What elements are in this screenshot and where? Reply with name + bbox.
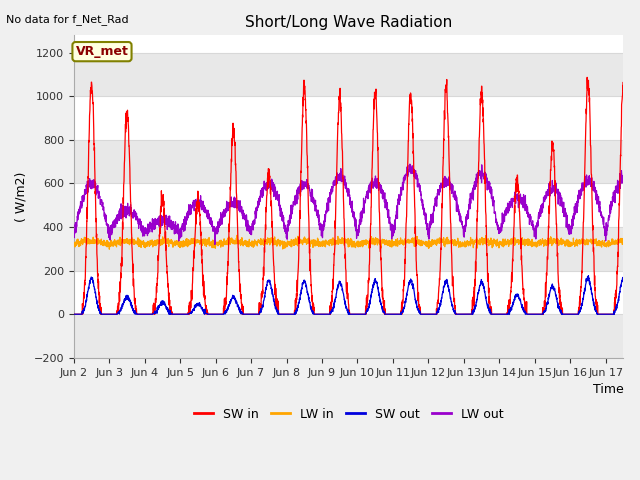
SW in	[620, 81, 627, 87]
X-axis label: Time: Time	[593, 383, 623, 396]
SW out	[550, 284, 557, 290]
SW in	[281, 312, 289, 317]
LW in	[106, 246, 113, 252]
SW out	[70, 312, 77, 317]
Legend: SW in, LW in, SW out, LW out: SW in, LW in, SW out, LW out	[189, 403, 508, 426]
LW out	[211, 241, 219, 247]
Line: SW in: SW in	[74, 77, 623, 314]
LW out	[550, 183, 557, 189]
LW in	[620, 237, 627, 243]
SW in	[583, 74, 591, 80]
SW in	[609, 312, 617, 317]
SW out	[305, 291, 312, 297]
SW in	[132, 307, 140, 312]
LW in	[133, 240, 141, 246]
Line: LW in: LW in	[74, 235, 623, 249]
LW in	[233, 232, 241, 238]
LW in	[165, 239, 173, 245]
Y-axis label: ( W/m2): ( W/m2)	[15, 171, 28, 222]
SW out	[165, 308, 173, 314]
LW out	[70, 228, 77, 234]
LW out	[132, 210, 140, 216]
LW out	[609, 195, 617, 201]
LW in	[305, 235, 312, 241]
SW in	[70, 312, 77, 317]
Line: SW out: SW out	[74, 276, 623, 314]
Bar	[74, 227, 623, 271]
LW in	[550, 236, 557, 241]
LW out	[165, 216, 173, 222]
LW in	[281, 243, 289, 249]
LW in	[609, 240, 617, 246]
LW out	[281, 226, 289, 231]
LW out	[406, 161, 413, 167]
Title: Short/Long Wave Radiation: Short/Long Wave Radiation	[245, 15, 452, 30]
Text: No data for f_Net_Rad: No data for f_Net_Rad	[6, 14, 129, 25]
SW out	[584, 273, 592, 278]
Text: VR_met: VR_met	[76, 45, 129, 58]
LW in	[70, 243, 77, 249]
LW out	[305, 185, 312, 191]
LW out	[620, 178, 627, 184]
Bar	[74, 53, 623, 96]
SW in	[305, 202, 312, 208]
SW out	[132, 311, 140, 316]
SW in	[165, 302, 173, 308]
Line: LW out: LW out	[74, 164, 623, 244]
Bar	[74, 140, 623, 183]
SW in	[550, 147, 557, 153]
SW out	[620, 276, 627, 282]
SW out	[609, 312, 617, 317]
SW out	[281, 312, 289, 317]
Bar	[74, 314, 623, 358]
